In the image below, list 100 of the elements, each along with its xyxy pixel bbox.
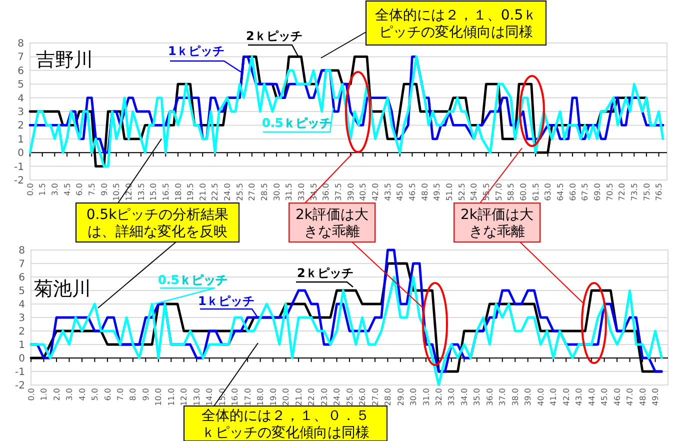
x-tick-label: 6.0 — [103, 388, 112, 401]
x-tick-label: 45.0 — [396, 183, 405, 201]
x-tick-label: 42.0 — [562, 388, 571, 406]
x-tick-label: 7.0 — [116, 388, 125, 401]
x-tick-label: 29.0 — [396, 388, 406, 406]
x-tick-label: 60.0 — [518, 183, 528, 201]
x-tick-label: 16.5 — [161, 183, 170, 201]
annotation: 0.5kピッチの分析結果は、詳細な変化を反映 — [86, 206, 229, 240]
x-tick-label: 34.5 — [309, 183, 318, 201]
y-tick-label: 7 — [18, 259, 25, 270]
y-tick-label: 5 — [18, 286, 25, 297]
x-tick-label: 31.5 — [284, 183, 294, 201]
x-tick-label: 12.0 — [180, 388, 189, 406]
y-tick-label: 8 — [18, 38, 24, 50]
x-tick-label: 49.5 — [432, 183, 442, 201]
y-tick-label: 2 — [18, 326, 25, 338]
x-tick-label: 52.5 — [457, 183, 466, 201]
x-tick-label: 27.0 — [370, 388, 380, 406]
x-tick-label: 11.0 — [166, 388, 176, 406]
x-tick-label: 37.5 — [334, 183, 344, 201]
y-tick-label: 8 — [18, 246, 25, 256]
x-tick-label: 34.0 — [460, 388, 469, 406]
x-tick-label: 21.0 — [294, 388, 304, 406]
y-tick-label: 1 — [18, 340, 25, 351]
x-tick-label: 30.0 — [272, 183, 282, 201]
x-tick-label: 26.0 — [358, 388, 368, 406]
x-tick-label: 0.0 — [26, 183, 35, 196]
x-tick-label: 69.0 — [592, 183, 602, 201]
x-tick-label: 42.0 — [371, 183, 380, 201]
x-tick-label: 4.0 — [78, 388, 87, 401]
y-tick-label: -2 — [15, 380, 25, 392]
x-tick-label: 16.0 — [230, 388, 240, 406]
x-tick-label: 67.5 — [580, 183, 590, 201]
x-tick-label: 55.5 — [482, 183, 491, 201]
x-tick-label: 58.5 — [506, 183, 516, 201]
x-tick-label: 28.5 — [260, 183, 270, 201]
x-tick-label: 39.0 — [346, 183, 356, 201]
series-label: 1ｋピッチ — [198, 294, 254, 308]
x-tick-label: 64.5 — [556, 183, 565, 201]
text: 菊池川 — [34, 278, 91, 300]
x-tick-label: 6.0 — [75, 183, 84, 196]
x-tick-label: 57.0 — [494, 183, 504, 201]
series-label: 0.5ｋピッチ — [158, 273, 228, 287]
x-tick-label: 25.5 — [235, 183, 244, 201]
x-tick-label: 72.0 — [618, 183, 627, 201]
x-tick-label: 2.0 — [52, 388, 62, 401]
x-tick-label: 44.0 — [587, 388, 596, 406]
x-tick-label: 41.0 — [549, 388, 558, 406]
x-tick-label: 66.0 — [568, 183, 578, 201]
x-tick-label: 20.0 — [282, 388, 291, 406]
y-tick-label: 2 — [18, 120, 24, 132]
x-tick-label: 43.5 — [383, 183, 392, 201]
x-tick-label: 1.0 — [40, 388, 49, 401]
y-tick-label: -1 — [15, 367, 25, 378]
x-tick-label: 0.0 — [26, 388, 36, 401]
x-tick-label: 48.0 — [638, 388, 648, 406]
x-tick-label: 39.0 — [524, 388, 533, 406]
x-tick-label: 31.0 — [422, 388, 431, 406]
x-tick-label: 22.5 — [210, 183, 220, 201]
x-tick-label: 54.0 — [470, 183, 479, 201]
x-tick-label: 33.0 — [297, 183, 306, 201]
x-tick-label: 17.0 — [243, 388, 252, 406]
x-tick-label: 32.0 — [434, 388, 444, 406]
x-tick-label: 73.5 — [630, 183, 639, 201]
x-tick-label: 24.0 — [223, 183, 232, 201]
text: 2k評価は大きな乖離 — [460, 206, 534, 240]
x-tick-label: 51.0 — [444, 183, 454, 201]
x-tick-label: 25.0 — [345, 388, 354, 406]
text: 全体的には２，１、0.5ｋピッチの変化傾向は同様 — [374, 7, 538, 40]
series-label: 2ｋピッチ — [297, 266, 354, 280]
x-tick-label: 9.0 — [141, 388, 150, 401]
x-tick-label: 24.0 — [332, 388, 342, 406]
x-tick-label: 40.5 — [358, 183, 368, 201]
x-tick-label: 23.0 — [320, 388, 329, 406]
x-tick-label: 3.0 — [65, 388, 74, 401]
text: 2k評価は大きな乖離 — [295, 206, 369, 240]
x-tick-label: 33.0 — [447, 388, 456, 406]
x-tick-label: 36.0 — [322, 183, 331, 201]
x-tick-label: 10.0 — [154, 388, 164, 406]
series-label: 1ｋピッチ — [168, 44, 224, 58]
x-tick-label: 35.0 — [472, 388, 482, 406]
x-tick-label: 63.0 — [544, 183, 553, 201]
x-tick-label: 3.0 — [50, 183, 60, 196]
x-tick-label: 22.0 — [307, 388, 316, 406]
series-label: 0.5ｋピッチ — [262, 116, 332, 130]
text: 全体的には２，１、０．５ｋピッチの変化傾向は同様 — [202, 408, 370, 441]
series-label: 2ｋピッチ — [246, 29, 302, 43]
x-tick-label: 49.0 — [651, 388, 660, 406]
y-tick-label: -2 — [14, 176, 24, 186]
x-tick-label: 4.5 — [62, 183, 72, 196]
x-tick-label: 46.0 — [612, 388, 622, 406]
y-tick-label: 0 — [18, 148, 24, 160]
x-tick-label: 75.0 — [642, 183, 652, 201]
x-tick-label: 10.5 — [112, 183, 122, 201]
x-tick-label: 36.0 — [485, 388, 494, 406]
x-tick-label: 21.0 — [198, 183, 208, 201]
y-tick-label: 7 — [18, 52, 24, 64]
x-tick-label: 38.0 — [510, 388, 520, 406]
x-tick-label: 61.5 — [531, 183, 540, 201]
x-tick-label: 18.0 — [174, 183, 183, 201]
